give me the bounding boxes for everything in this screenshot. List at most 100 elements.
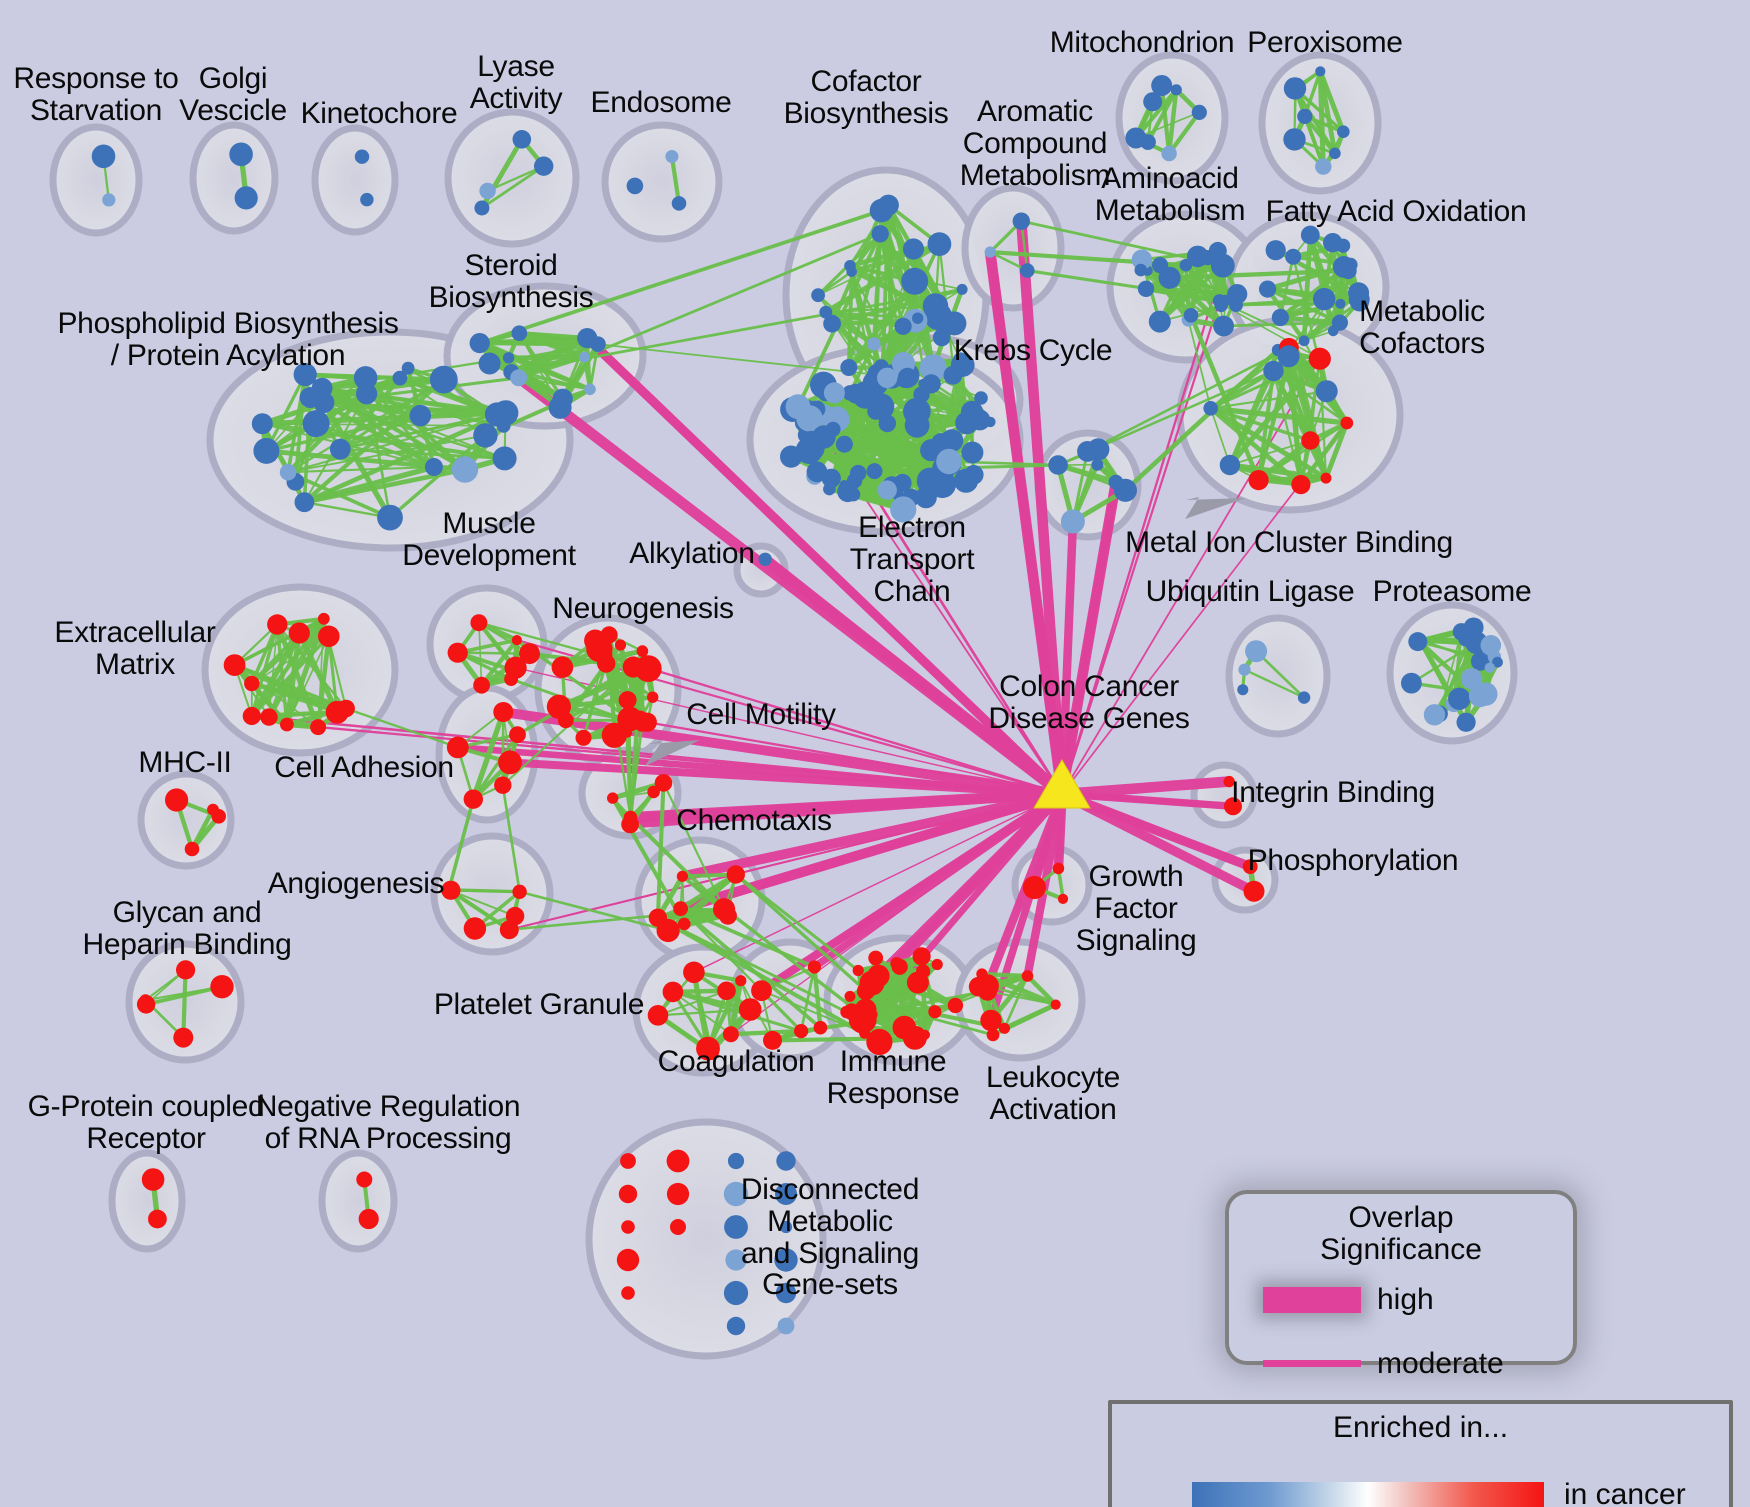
gene-set-node[interactable] bbox=[725, 1249, 747, 1271]
gene-set-node[interactable] bbox=[842, 385, 858, 401]
gene-set-node[interactable] bbox=[575, 729, 592, 746]
gene-set-node[interactable] bbox=[1456, 712, 1476, 732]
gene-set-node[interactable] bbox=[974, 391, 988, 405]
gene-set-node[interactable] bbox=[424, 458, 443, 476]
gene-set-node[interactable] bbox=[1200, 250, 1216, 266]
gene-set-node[interactable] bbox=[492, 446, 517, 471]
gene-set-node[interactable] bbox=[1131, 249, 1153, 270]
gene-set-node[interactable] bbox=[877, 367, 898, 388]
gene-set-node[interactable] bbox=[964, 465, 984, 485]
gene-set-node[interactable] bbox=[780, 445, 803, 468]
gene-set-node[interactable] bbox=[511, 635, 522, 646]
gene-set-node[interactable] bbox=[579, 351, 590, 363]
gene-set-node[interactable] bbox=[1191, 104, 1207, 120]
gene-set-node[interactable] bbox=[912, 947, 931, 966]
gene-set-node[interactable] bbox=[823, 482, 836, 496]
gene-set-node[interactable] bbox=[1022, 875, 1046, 900]
gene-set-node[interactable] bbox=[647, 1005, 669, 1026]
gene-set-node[interactable] bbox=[671, 196, 687, 211]
gene-set-node[interactable] bbox=[505, 906, 525, 926]
gene-set-node[interactable] bbox=[877, 480, 897, 500]
gene-set-node[interactable] bbox=[626, 177, 644, 195]
gene-set-node[interactable] bbox=[1315, 380, 1338, 403]
gene-set-node[interactable] bbox=[676, 870, 689, 882]
gene-set-node[interactable] bbox=[794, 1024, 809, 1039]
gene-set-node[interactable] bbox=[775, 1282, 797, 1304]
gene-set-node[interactable] bbox=[1263, 360, 1284, 382]
gene-set-node[interactable] bbox=[1143, 92, 1163, 112]
gene-set-node[interactable] bbox=[1337, 125, 1350, 138]
gene-set-node[interactable] bbox=[634, 655, 662, 682]
gene-set-node[interactable] bbox=[1460, 668, 1483, 690]
gene-set-node[interactable] bbox=[614, 639, 627, 651]
gene-set-node[interactable] bbox=[165, 788, 189, 812]
gene-set-node[interactable] bbox=[637, 712, 657, 732]
gene-set-node[interactable] bbox=[819, 305, 833, 319]
gene-set-node[interactable] bbox=[1223, 775, 1235, 788]
gene-set-node[interactable] bbox=[713, 898, 736, 921]
gene-set-node[interactable] bbox=[621, 1220, 635, 1234]
gene-set-node[interactable] bbox=[1297, 691, 1311, 704]
gene-set-node[interactable] bbox=[1050, 999, 1061, 1010]
gene-set-node[interactable] bbox=[148, 1209, 167, 1229]
gene-set-node[interactable] bbox=[868, 950, 884, 966]
gene-set-node[interactable] bbox=[751, 980, 772, 1001]
gene-set-node[interactable] bbox=[1271, 308, 1289, 327]
gene-set-node[interactable] bbox=[683, 961, 705, 984]
gene-set-node[interactable] bbox=[546, 694, 572, 719]
gene-set-node[interactable] bbox=[723, 1280, 749, 1306]
gene-set-node[interactable] bbox=[1179, 258, 1193, 272]
gene-set-node[interactable] bbox=[1152, 257, 1169, 274]
gene-set-node[interactable] bbox=[173, 1027, 194, 1048]
gene-set-node[interactable] bbox=[358, 1208, 379, 1230]
gene-set-node[interactable] bbox=[726, 1316, 746, 1336]
gene-set-node[interactable] bbox=[779, 1220, 793, 1234]
gene-set-node[interactable] bbox=[866, 1028, 893, 1056]
gene-set-node[interactable] bbox=[377, 504, 403, 531]
gene-set-node[interactable] bbox=[738, 998, 762, 1021]
gene-set-node[interactable] bbox=[267, 614, 288, 635]
gene-set-node[interactable] bbox=[1492, 656, 1503, 668]
gene-set-node[interactable] bbox=[963, 414, 979, 430]
gene-set-node[interactable] bbox=[510, 369, 528, 387]
gene-set-node[interactable] bbox=[584, 629, 607, 652]
gene-set-node[interactable] bbox=[956, 283, 968, 295]
gene-set-node[interactable] bbox=[1060, 509, 1085, 534]
gene-set-node[interactable] bbox=[1401, 672, 1422, 694]
gene-set-node[interactable] bbox=[1484, 662, 1496, 673]
gene-set-node[interactable] bbox=[823, 314, 841, 333]
gene-set-node[interactable] bbox=[727, 1152, 745, 1170]
gene-set-node[interactable] bbox=[288, 622, 310, 644]
gene-set-node[interactable] bbox=[1340, 416, 1354, 430]
gene-set-node[interactable] bbox=[620, 1153, 636, 1169]
gene-set-node[interactable] bbox=[1140, 134, 1156, 151]
gene-set-node[interactable] bbox=[1161, 145, 1177, 162]
gene-set-node[interactable] bbox=[859, 1027, 871, 1039]
gene-set-node[interactable] bbox=[893, 473, 912, 492]
gene-set-node[interactable] bbox=[936, 448, 962, 475]
gene-set-node[interactable] bbox=[724, 1215, 748, 1239]
gene-set-node[interactable] bbox=[1134, 263, 1148, 277]
gene-set-node[interactable] bbox=[1057, 893, 1069, 905]
gene-set-node[interactable] bbox=[975, 974, 999, 998]
gene-set-node[interactable] bbox=[1291, 475, 1311, 495]
gene-set-node[interactable] bbox=[1300, 225, 1320, 245]
gene-set-node[interactable] bbox=[409, 404, 432, 427]
gene-set-node[interactable] bbox=[1048, 455, 1068, 475]
gene-set-node[interactable] bbox=[717, 981, 736, 1001]
gene-set-node[interactable] bbox=[927, 232, 952, 256]
gene-set-node[interactable] bbox=[229, 142, 253, 167]
gene-set-node[interactable] bbox=[777, 1317, 795, 1335]
gene-set-node[interactable] bbox=[986, 1028, 1000, 1042]
gene-set-node[interactable] bbox=[293, 363, 317, 387]
gene-set-node[interactable] bbox=[1301, 431, 1320, 450]
gene-set-node[interactable] bbox=[774, 1248, 798, 1272]
gene-set-node[interactable] bbox=[961, 441, 984, 464]
gene-set-node[interactable] bbox=[871, 225, 889, 243]
gene-set-node[interactable] bbox=[666, 1182, 690, 1206]
gene-set-node[interactable] bbox=[511, 325, 528, 342]
gene-set-node[interactable] bbox=[280, 717, 294, 732]
gene-set-node[interactable] bbox=[726, 865, 745, 884]
gene-set-node[interactable] bbox=[551, 656, 574, 678]
gene-set-node[interactable] bbox=[670, 1219, 686, 1235]
